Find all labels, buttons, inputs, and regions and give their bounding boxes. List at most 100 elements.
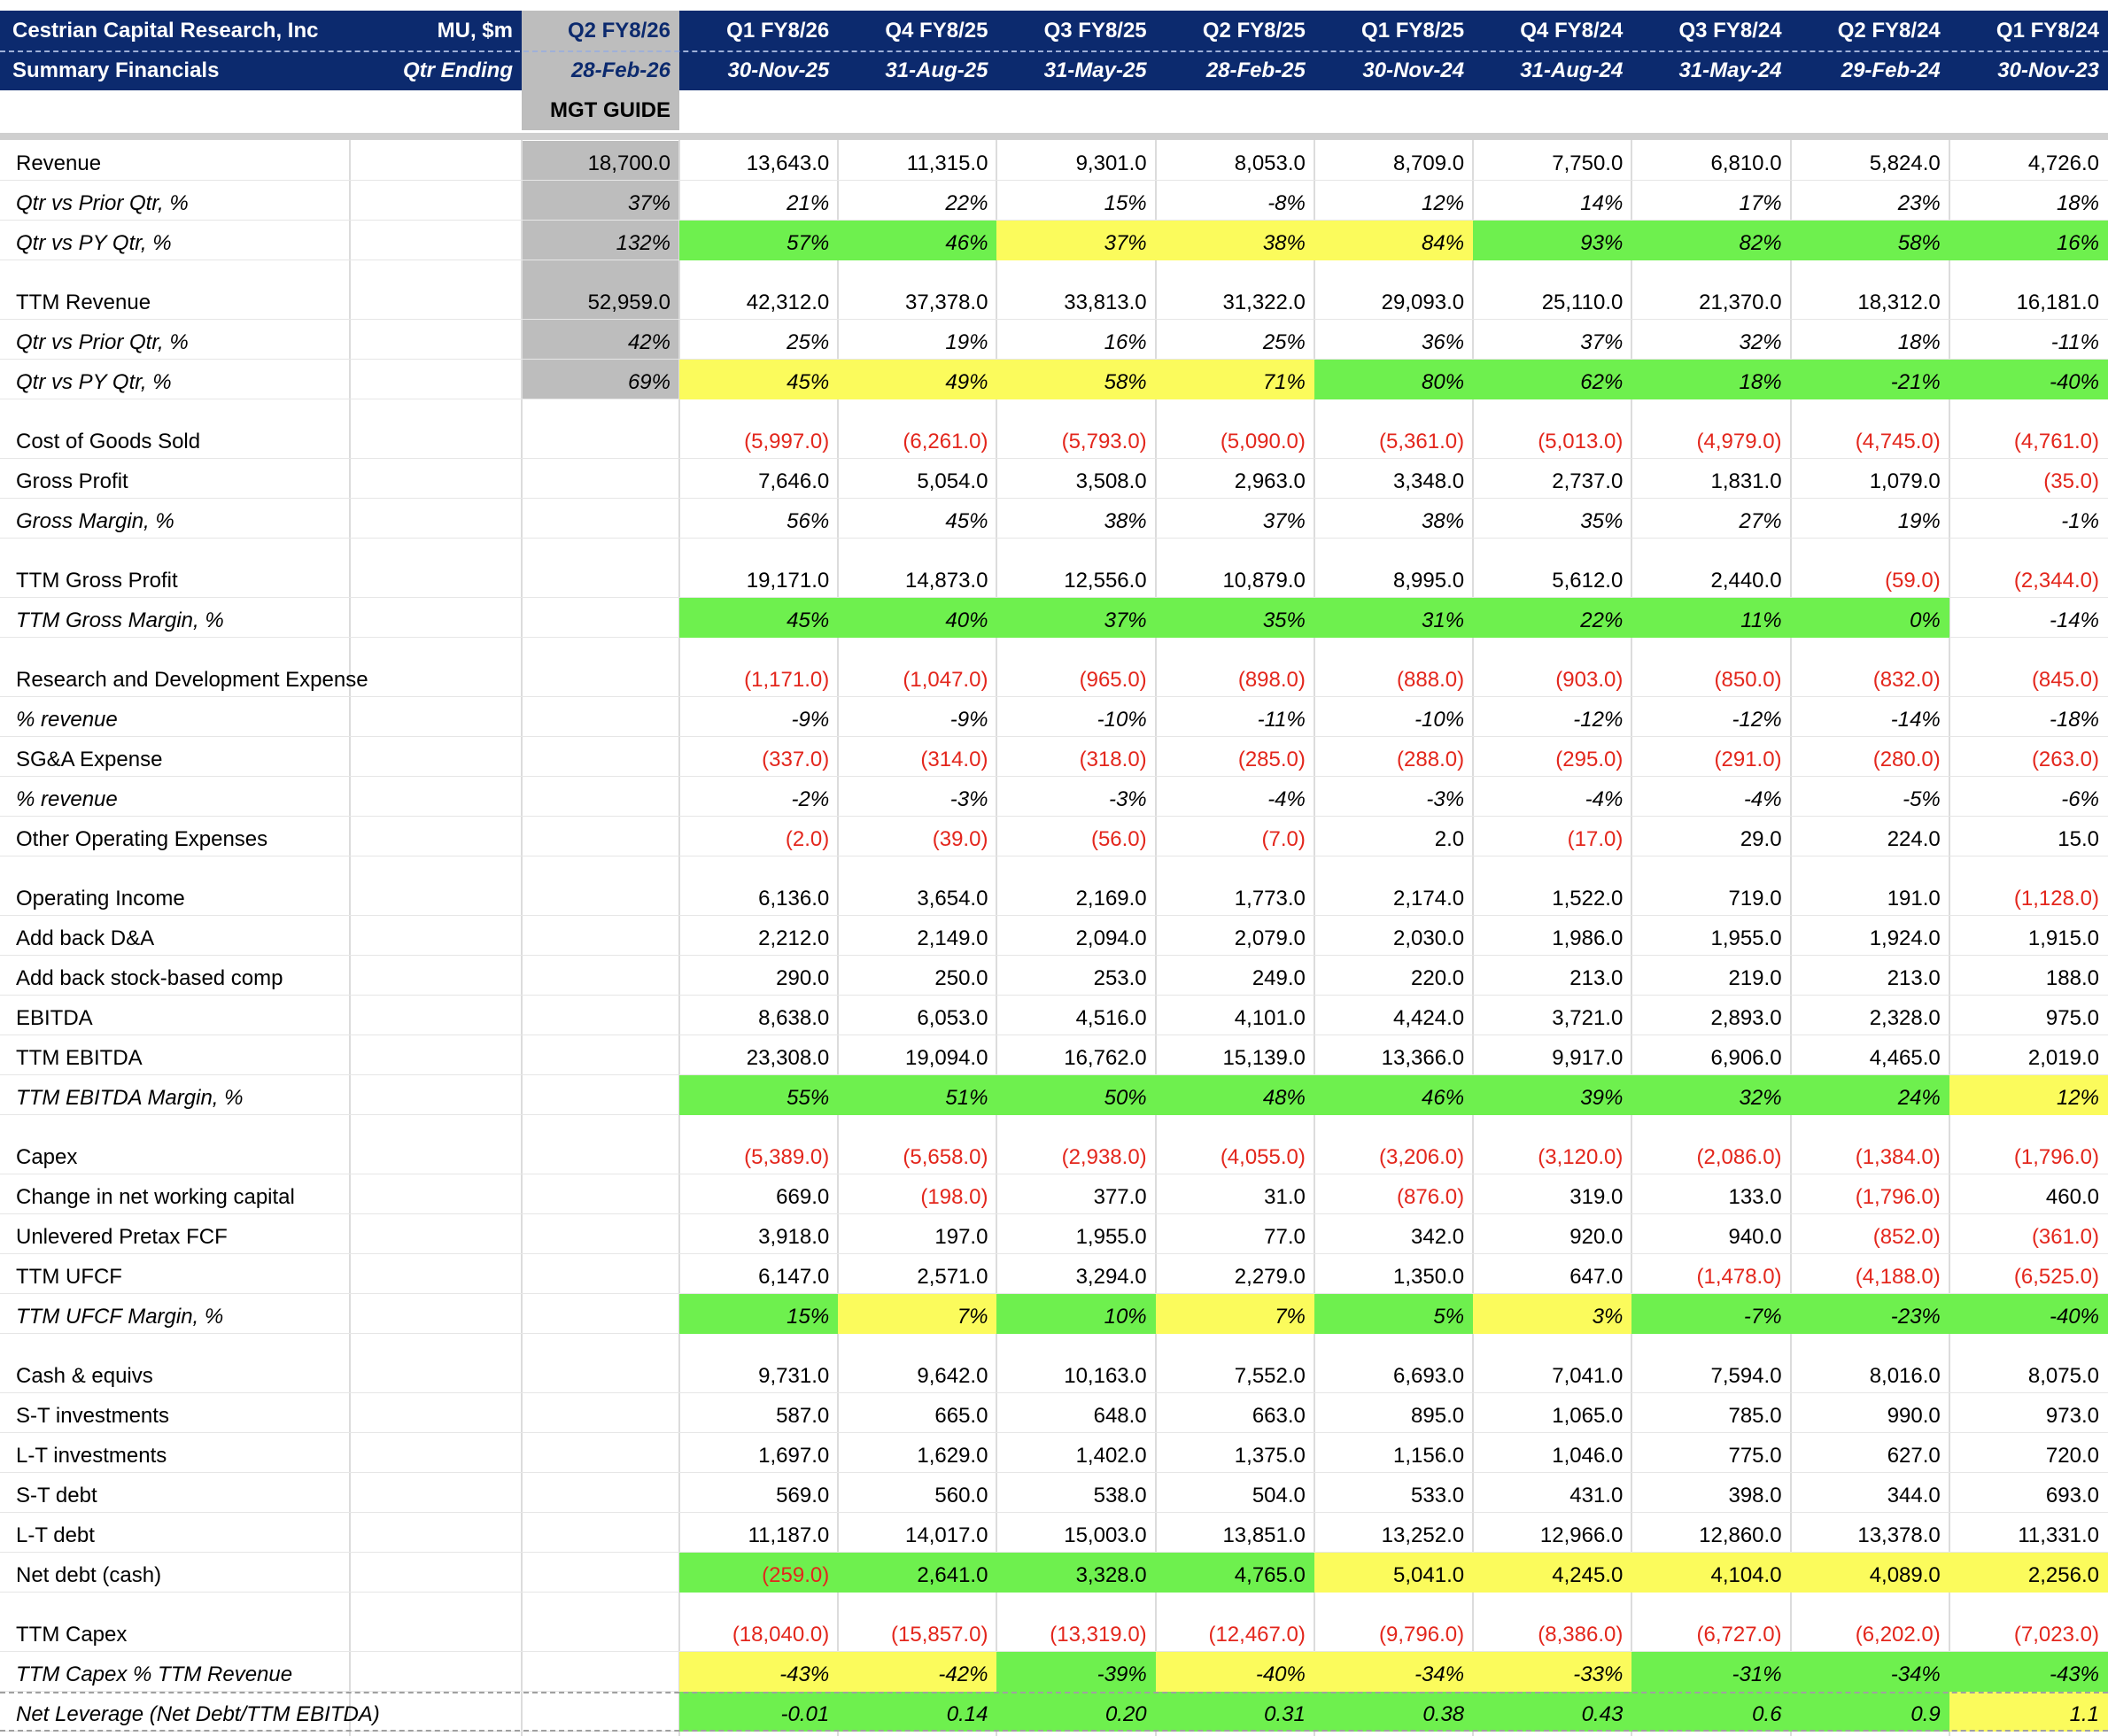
cell-value: 13,252.0 — [1381, 1523, 1465, 1547]
cell-value: 3,348.0 — [1393, 469, 1465, 493]
cell-value: 2,030.0 — [1393, 926, 1465, 950]
cell-fill — [1314, 360, 1474, 399]
quarter: Q1 FY8/25 — [1361, 19, 1465, 43]
cell-value: 15% — [787, 1305, 830, 1329]
cell-value: 12,860.0 — [1699, 1523, 1782, 1547]
cell-fill — [1314, 598, 1474, 638]
row-label: Change in net working capital — [16, 1185, 295, 1209]
guide-value: 42% — [627, 330, 670, 354]
grid-line — [349, 140, 351, 1736]
cell-value: -2% — [791, 787, 830, 811]
cell-value: 19% — [945, 330, 988, 354]
cell-value: 569.0 — [776, 1484, 830, 1507]
cell-value: 2.0 — [1434, 827, 1465, 851]
cell-value: 7,552.0 — [1234, 1364, 1306, 1388]
cell-value: -6% — [2061, 787, 2099, 811]
cell-fill — [996, 1652, 1156, 1692]
cell-value: -21% — [1890, 370, 1941, 394]
cell-fill — [1949, 1294, 2108, 1334]
header-divider — [0, 50, 2108, 52]
cell-value: -3% — [1426, 787, 1465, 811]
cell-value: 58% — [1897, 231, 1941, 255]
cell-fill — [1631, 360, 1791, 399]
cell-value: -18% — [2049, 708, 2099, 732]
cell-value: 7,646.0 — [758, 469, 830, 493]
cell-value: (876.0) — [1397, 1185, 1465, 1209]
grid-line — [996, 140, 998, 1736]
cell-value: -8% — [1267, 191, 1306, 215]
date: 29-Feb-24 — [1841, 58, 1941, 82]
cell-value: 56% — [787, 509, 830, 533]
cell-value: 32% — [1739, 330, 1782, 354]
cell-fill — [1790, 1075, 1949, 1115]
cell-value: 1,375.0 — [1234, 1444, 1306, 1468]
date: 30-Nov-24 — [1362, 58, 1465, 82]
cell-fill — [838, 1652, 997, 1692]
cell-value: 460.0 — [2045, 1185, 2099, 1209]
cell-value: 720.0 — [2045, 1444, 2099, 1468]
cell-value: 895.0 — [1411, 1404, 1465, 1428]
date: 31-Aug-25 — [885, 58, 988, 82]
row-line — [0, 736, 2108, 737]
cell-value: 0% — [1910, 608, 1941, 632]
quarter: Q3 FY8/24 — [1678, 19, 1782, 43]
cell-value: 253.0 — [1093, 966, 1147, 990]
cell-value: 3,328.0 — [1075, 1563, 1147, 1587]
grid-line — [1313, 140, 1315, 1736]
cell-value: (361.0) — [2031, 1225, 2099, 1249]
cell-value: 538.0 — [1093, 1484, 1147, 1507]
row-label: Revenue — [16, 151, 102, 175]
cell-value: -5% — [1903, 787, 1941, 811]
cell-value: 1,522.0 — [1552, 887, 1624, 911]
quarter: Q1 FY8/26 — [726, 19, 830, 43]
row-line — [0, 776, 2108, 777]
cell-value: 1,915.0 — [2027, 926, 2099, 950]
cell-fill — [679, 1652, 839, 1692]
row-line — [0, 696, 2108, 697]
cell-fill — [1155, 598, 1314, 638]
cell-value: 398.0 — [1728, 1484, 1782, 1507]
cell-fill — [1790, 221, 1949, 260]
cell-value: 4,101.0 — [1234, 1006, 1306, 1030]
cell-value: 14,017.0 — [905, 1523, 988, 1547]
cell-value: 2,256.0 — [2027, 1563, 2099, 1587]
cell-value: 4,245.0 — [1552, 1563, 1624, 1587]
row-line — [0, 1253, 2108, 1254]
row-label: % revenue — [16, 787, 118, 811]
cell-value: 31.0 — [1264, 1185, 1306, 1209]
grid-line — [678, 140, 680, 1736]
cell-value: (4,761.0) — [2013, 430, 2099, 453]
cell-fill — [1473, 1553, 1632, 1593]
cell-value: 973.0 — [2045, 1404, 2099, 1428]
company: Cestrian Capital Research, Inc — [12, 19, 319, 43]
date: 30-Nov-23 — [1997, 58, 2099, 82]
cell-value: 82% — [1739, 231, 1782, 255]
cell-value: 1,402.0 — [1075, 1444, 1147, 1468]
row-label: Gross Margin, % — [16, 509, 174, 533]
cell-value: (1,047.0) — [903, 668, 988, 692]
cell-fill — [1790, 1692, 1949, 1732]
cell-value: (285.0) — [1237, 748, 1306, 771]
cell-value: 319.0 — [1569, 1185, 1624, 1209]
cell-value: 16,762.0 — [1064, 1046, 1147, 1070]
cell-fill — [1631, 1553, 1791, 1593]
cell-value: 1,773.0 — [1234, 887, 1306, 911]
row-label: TTM Capex — [16, 1623, 128, 1647]
cell-value: 7% — [1275, 1305, 1306, 1329]
guide-value: 18,700.0 — [587, 151, 670, 175]
cell-value: 15% — [1104, 191, 1147, 215]
cell-fill — [1155, 1075, 1314, 1115]
cell-value: 21,370.0 — [1699, 291, 1782, 314]
cell-value: 19% — [1897, 509, 1941, 533]
cell-fill — [838, 598, 997, 638]
cell-value: (295.0) — [1555, 748, 1624, 771]
cell-value: 8,995.0 — [1393, 569, 1465, 593]
cell-value: (259.0) — [762, 1563, 830, 1587]
cell-value: 719.0 — [1728, 887, 1782, 911]
cell-fill — [838, 221, 997, 260]
cell-value: (280.0) — [1872, 748, 1941, 771]
cell-value: (5,793.0) — [1061, 430, 1147, 453]
row-label: Qtr vs Prior Qtr, % — [16, 191, 189, 215]
cell-value: 188.0 — [2045, 966, 2099, 990]
cell-fill — [679, 1075, 839, 1115]
